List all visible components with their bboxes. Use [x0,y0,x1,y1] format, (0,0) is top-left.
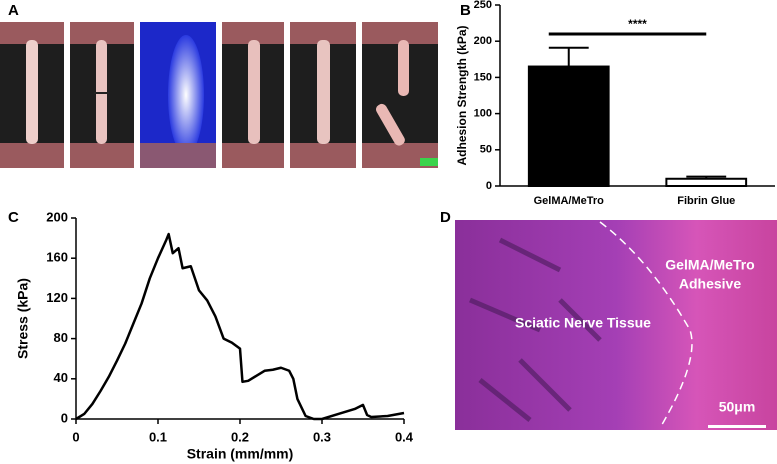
annotation: Adhesive [679,276,741,292]
panel-label: D [440,209,451,226]
y-tick-label: 0 [486,180,492,192]
x-tick-label: Fibrin Glue [677,195,735,207]
photo [222,22,284,168]
x-tick-label: 0.2 [231,429,249,444]
photos [0,22,438,168]
significance-label: **** [628,17,647,31]
x-tick-label: 0.1 [149,429,167,444]
y-tick-label: 0 [61,410,68,425]
y-tick-label: 150 [474,71,492,83]
x-tick-label: 0 [72,429,79,444]
photo [140,22,216,168]
x-tick-label: 0.4 [395,429,414,444]
y-tick-label: 160 [46,250,68,265]
y-tick-label: 80 [54,330,68,345]
y-tick-label: 200 [474,35,492,47]
panel-label: B [460,2,471,19]
y-tick-label: 40 [54,370,68,385]
line [75,232,405,421]
scale-bar-label: 50μm [719,399,756,415]
y-tick-label: 250 [474,0,492,11]
bar [527,65,610,187]
photo [290,22,356,168]
panel-label: C [8,209,19,226]
y-axis-label: Adhesion Strength (kPa) [455,25,469,165]
annotation: GelMA/MeTro [665,257,754,273]
photo [362,22,438,168]
histology [455,220,777,430]
y-tick-label: 50 [480,144,492,156]
x-tick-label: 0.3 [313,429,331,444]
y-tick-label: 120 [46,290,68,305]
photo [70,22,134,168]
panel-label: A [8,2,19,19]
annotation: Sciatic Nerve Tissue [515,315,651,331]
x-axis-label: Strain (mm/mm) [187,446,294,462]
photo [0,22,64,168]
y-tick-label: 200 [46,209,68,224]
y-tick-label: 100 [474,108,492,120]
bar [665,177,748,187]
x-tick-label: GelMA/MeTro [534,195,605,207]
y-axis-label: Stress (kPa) [15,278,31,359]
